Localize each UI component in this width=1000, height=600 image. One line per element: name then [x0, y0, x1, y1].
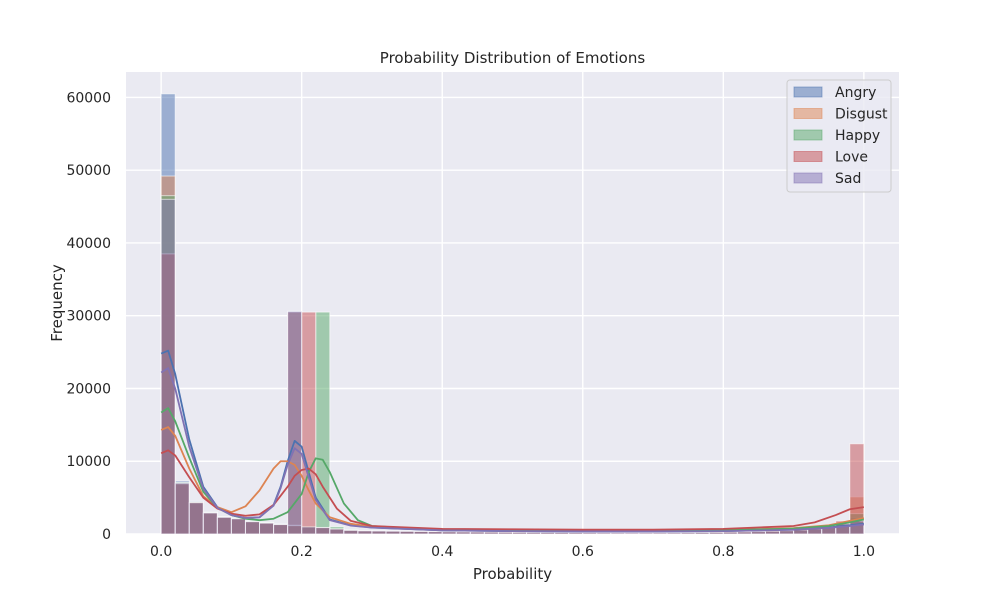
bar-series-sad	[160, 198, 865, 535]
x-tick-label: 0.4	[431, 544, 453, 560]
x-tick-label: 0.2	[291, 544, 313, 560]
histogram-bar	[779, 530, 795, 535]
legend-label: Happy	[835, 128, 880, 144]
kde-curve-love	[160, 449, 864, 531]
y-tick-label: 0	[102, 527, 111, 543]
y-axis-title: Frequency	[48, 264, 66, 342]
legend-swatch	[793, 172, 823, 184]
y-tick-label: 30000	[66, 309, 111, 325]
histogram-bar	[357, 530, 373, 535]
histogram-bar	[399, 530, 415, 535]
histogram-bar	[427, 531, 443, 535]
y-tick-label: 10000	[66, 454, 111, 470]
histogram-bar	[343, 529, 359, 535]
histogram-bar	[413, 530, 429, 535]
histogram-bar	[694, 531, 710, 535]
histogram-bar	[666, 532, 682, 535]
histogram-bar	[188, 502, 204, 535]
histogram-bar	[722, 531, 738, 535]
histogram-bar	[329, 528, 345, 535]
histogram-bar	[497, 531, 514, 535]
legend-label: Angry	[835, 85, 876, 101]
histogram-bar	[596, 532, 612, 535]
chart-title: Probability Distribution of Emotions	[380, 49, 646, 67]
histogram-bar	[371, 530, 387, 535]
legend-swatch	[793, 151, 823, 162]
kde-curve-sad	[160, 367, 864, 533]
histogram-bar	[455, 531, 471, 535]
legend-swatch	[793, 108, 823, 119]
histogram-bar	[624, 532, 640, 535]
y-tick-label: 50000	[66, 163, 111, 179]
histogram-bar	[638, 532, 654, 535]
legend: Angry Disgust Happy Love Sad	[786, 79, 892, 193]
x-tick-label: 0.6	[572, 544, 594, 560]
histogram-bar	[202, 512, 218, 535]
histogram-bar	[849, 520, 865, 535]
x-tick-label: 0.8	[712, 544, 734, 560]
y-tick-label: 60000	[66, 90, 111, 106]
histogram-bar	[273, 524, 289, 535]
histogram-bar	[526, 531, 542, 535]
histogram-bar	[385, 530, 401, 535]
histogram-bar	[736, 531, 752, 535]
legend-label: Sad	[835, 171, 861, 187]
legend-label: Love	[835, 150, 868, 166]
histogram-bar	[582, 532, 598, 535]
histogram-bar	[554, 531, 570, 535]
histogram-bar	[610, 532, 626, 535]
histogram-bar	[301, 526, 317, 535]
histogram-bar	[160, 198, 176, 535]
y-tick-label: 20000	[66, 381, 111, 397]
x-axis-title: Probability	[473, 565, 552, 583]
x-tick-label: 0.0	[150, 544, 172, 560]
histogram-bar	[750, 531, 766, 535]
histogram-bar	[216, 516, 232, 535]
histogram-bar	[469, 531, 485, 535]
y-tick-label: 40000	[66, 236, 111, 252]
histogram-bar	[680, 532, 696, 535]
histogram-bar	[512, 531, 528, 535]
histogram-bar	[483, 531, 499, 535]
kde-layer	[160, 349, 865, 533]
histogram-bar	[540, 531, 556, 535]
histogram-bar	[230, 518, 246, 535]
histogram-bar	[568, 532, 584, 535]
histogram-bar	[244, 521, 261, 535]
legend-label: Disgust	[835, 107, 888, 123]
ticks-layer: 0.0 0.2 0.4 0.6 0.8 1.0 0 10000 20000 30000 40000 5…	[66, 90, 875, 560]
legend-swatch	[793, 129, 823, 141]
legend-swatch	[793, 86, 823, 98]
histogram-bar	[441, 531, 457, 535]
histogram-bar	[764, 530, 781, 535]
histogram-bar	[174, 482, 190, 535]
x-tick-label: 1.0	[853, 544, 875, 560]
histogram-bar	[708, 531, 724, 535]
histogram-bar	[287, 310, 303, 535]
histogram-bar	[652, 532, 668, 535]
histogram-bar	[259, 522, 275, 535]
plot-area-background	[126, 72, 899, 534]
histogram-bar	[315, 527, 331, 535]
bars-layer	[160, 93, 865, 535]
legend-items: Angry Disgust Happy Love Sad	[793, 85, 888, 187]
